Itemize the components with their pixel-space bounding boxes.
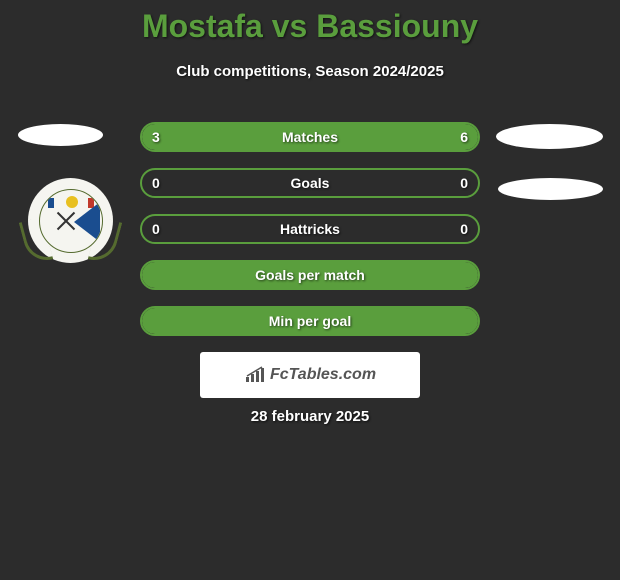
stats-area: 3 Matches 6 0 Goals 0 0 Hattricks 0 Goal…: [140, 122, 480, 352]
stat-right-value: 0: [460, 175, 468, 191]
stat-right-value: 6: [460, 129, 468, 145]
date-label: 28 february 2025: [0, 408, 620, 425]
stat-left-value: 0: [152, 221, 160, 237]
stat-row-goals: 0 Goals 0: [140, 168, 480, 198]
subtitle: Club competitions, Season 2024/2025: [0, 63, 620, 80]
stat-left-value: 3: [152, 129, 160, 145]
stat-row-min-per-goal: Min per goal: [140, 306, 480, 336]
stat-fill-right: [243, 124, 478, 150]
player-left-photo-placeholder: [18, 124, 103, 146]
stat-label: Matches: [282, 129, 338, 145]
stat-label: Hattricks: [280, 221, 340, 237]
watermark[interactable]: FcTables.com: [200, 352, 420, 398]
stat-right-value: 0: [460, 221, 468, 237]
player-left-club-badge: [28, 178, 113, 263]
stat-row-goals-per-match: Goals per match: [140, 260, 480, 290]
stat-row-hattricks: 0 Hattricks 0: [140, 214, 480, 244]
stat-label: Goals per match: [255, 267, 365, 283]
player-right-photo-placeholder: [496, 124, 603, 149]
stat-label: Goals: [291, 175, 330, 191]
stat-left-value: 0: [152, 175, 160, 191]
stat-row-matches: 3 Matches 6: [140, 122, 480, 152]
page-title: Mostafa vs Bassiouny: [0, 0, 620, 45]
stat-label: Min per goal: [269, 313, 351, 329]
player-right-club-placeholder: [498, 178, 603, 200]
bar-chart-icon: [244, 366, 266, 384]
watermark-text: FcTables.com: [270, 366, 376, 384]
